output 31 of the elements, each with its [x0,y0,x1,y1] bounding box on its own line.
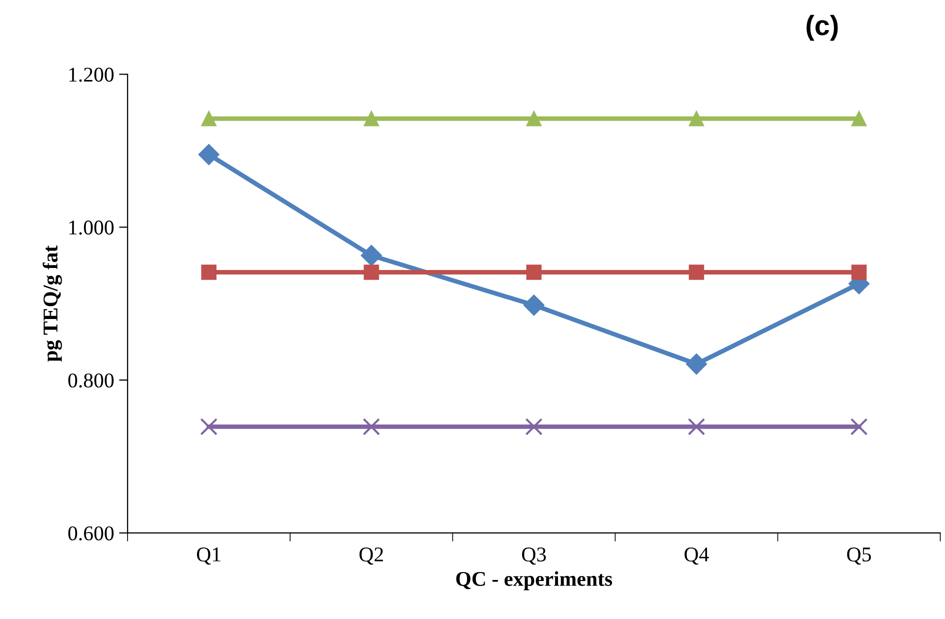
point [523,294,544,316]
chart-title: (c) [806,14,838,41]
point [851,264,867,280]
x-tick-label: Q4 [684,548,709,565]
y-tick-label: 0.800 [68,373,114,388]
point [200,418,218,436]
point [850,418,868,436]
point [526,264,542,280]
x-tick-label: Q1 [196,548,220,565]
point [688,110,704,126]
x-tick-label: Q3 [522,548,546,565]
point [525,418,543,436]
point [364,264,380,280]
x-tick-label: Q5 [847,548,871,565]
point [198,144,220,166]
point [362,418,380,436]
y-tick-label: 1.200 [69,68,114,82]
point [688,264,704,280]
y-tick-label: 0.600 [68,526,114,540]
point [201,110,216,126]
point [364,110,380,126]
x-axis-title: QC - experiments [456,571,612,590]
point [526,110,542,126]
y-axis-title: pg TEQ/g fat [42,245,62,362]
point [360,244,382,266]
point [686,353,707,375]
point [201,264,216,280]
y-tick-label: 1.000 [69,220,114,235]
x-tick-label: Q2 [360,548,383,565]
point [688,418,706,436]
point [851,110,867,126]
